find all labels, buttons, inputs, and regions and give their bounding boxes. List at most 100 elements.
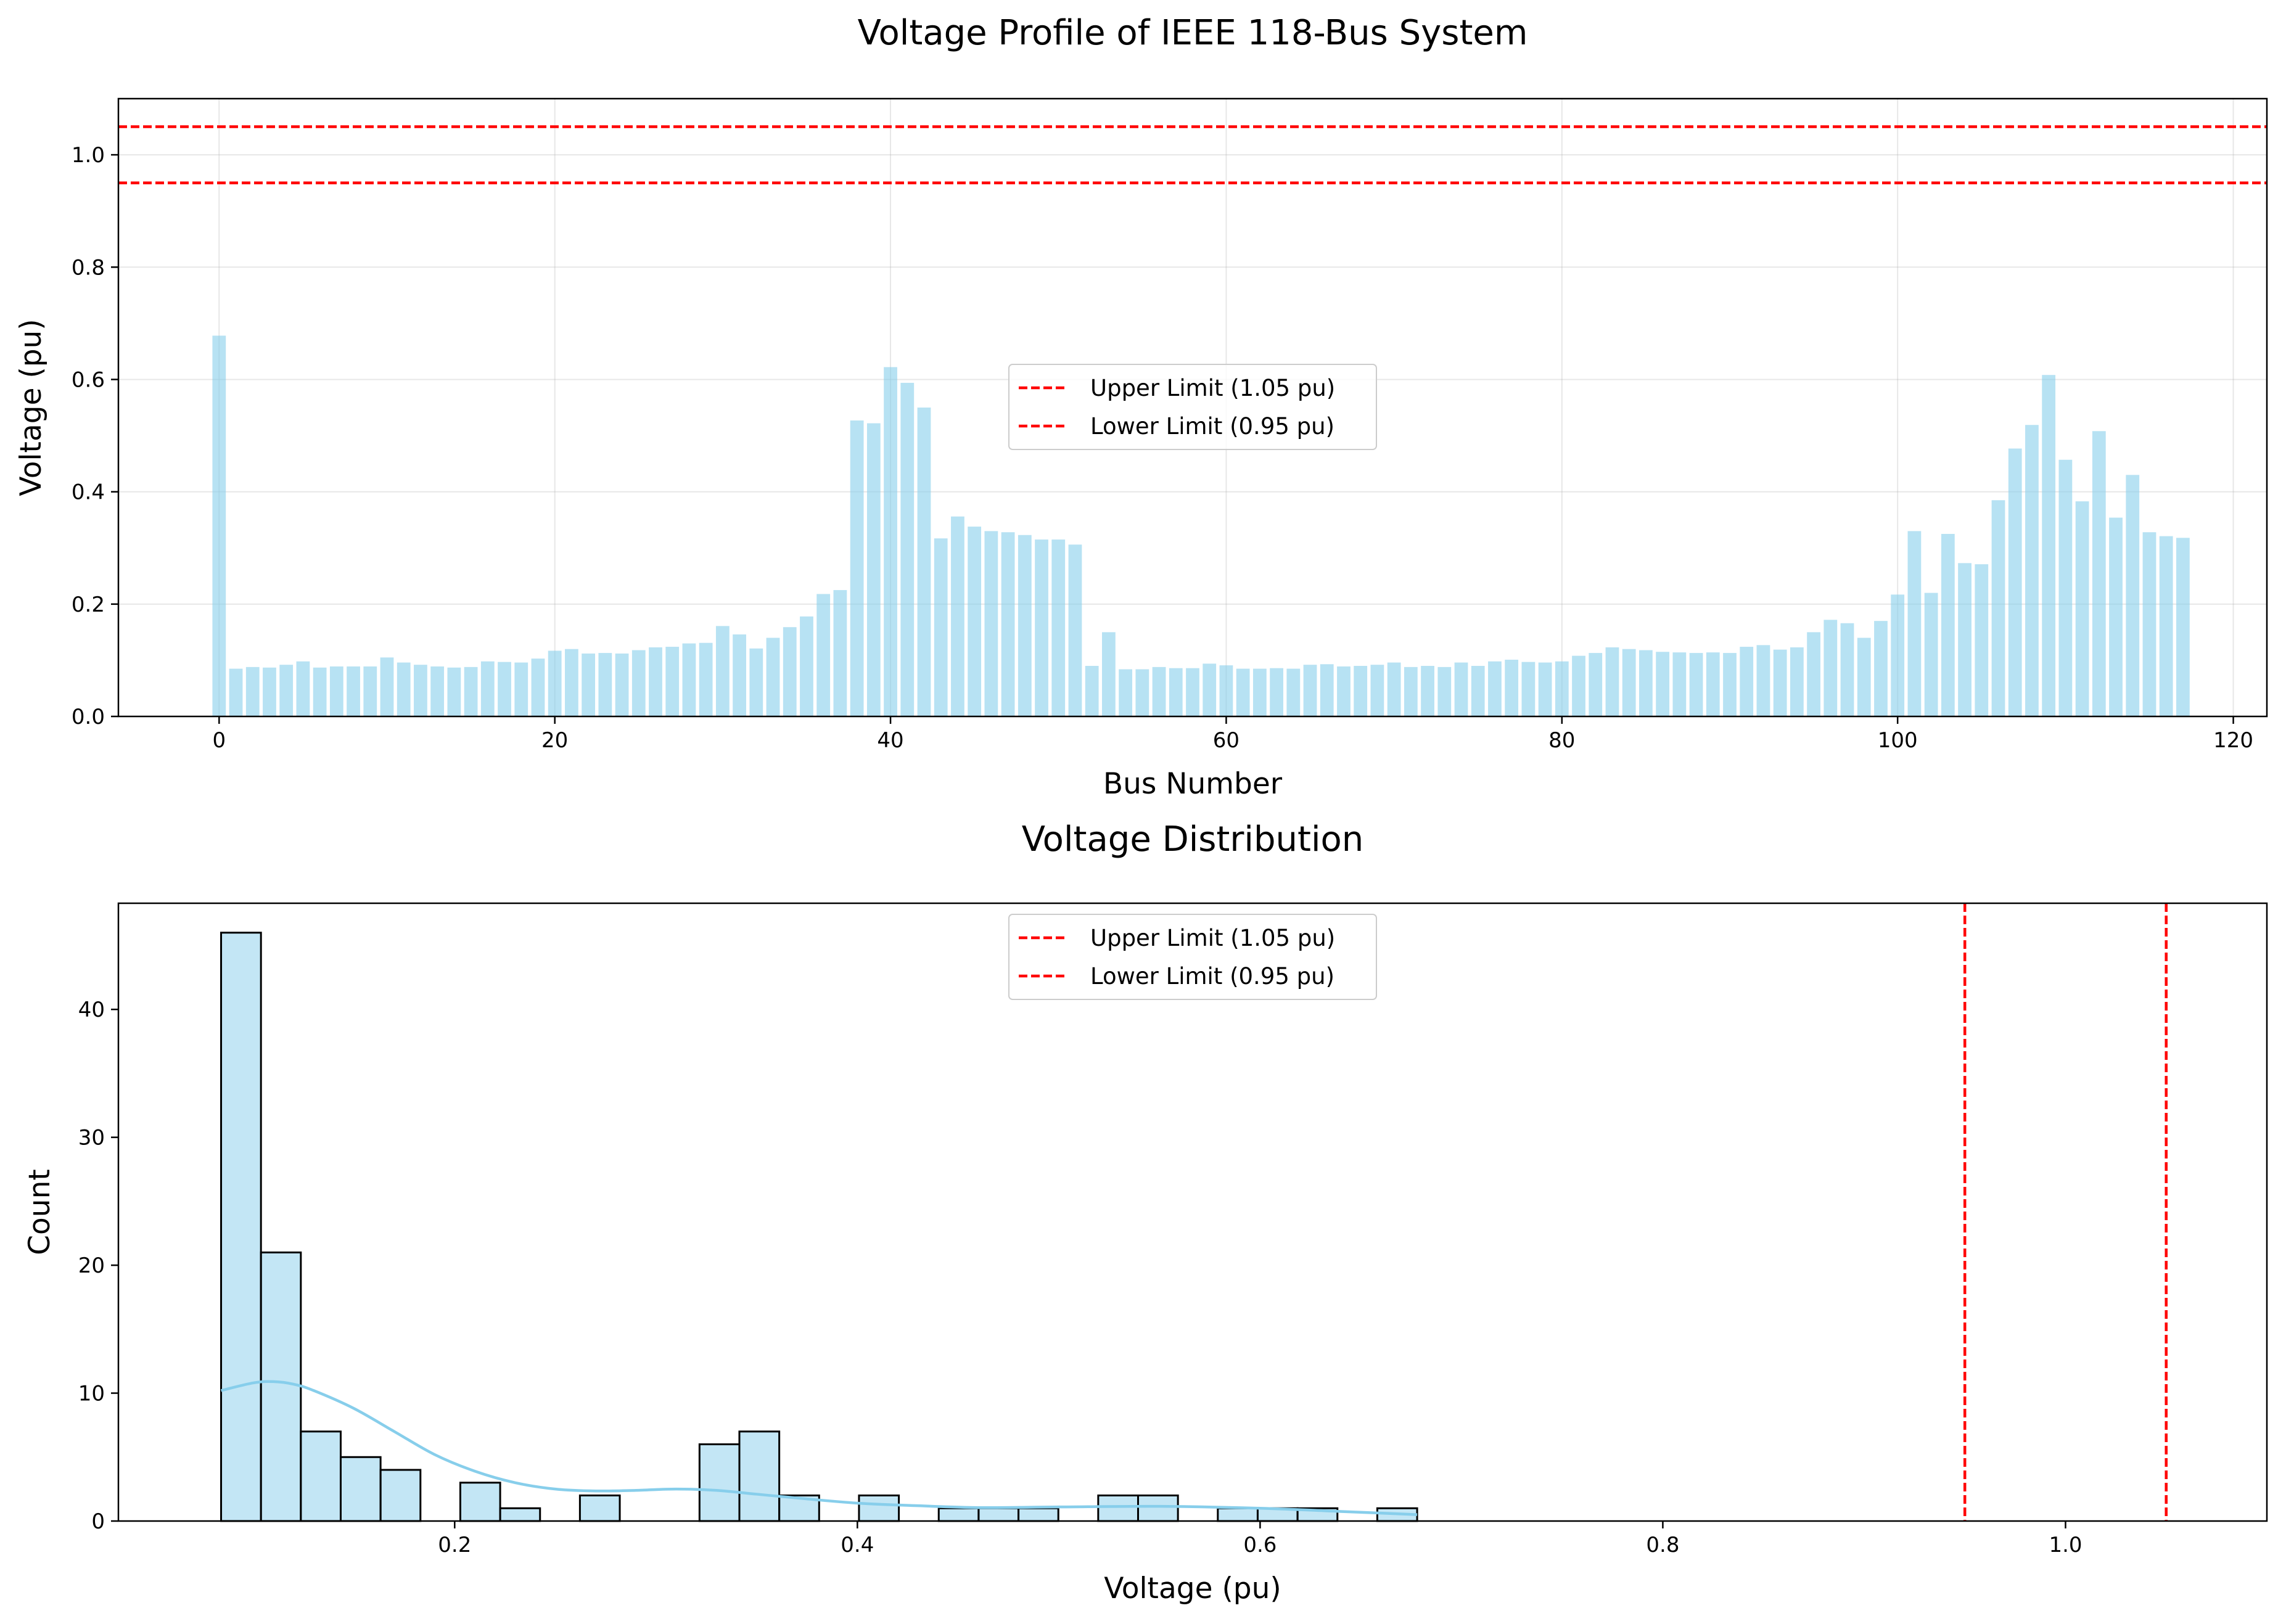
voltage-bar	[649, 647, 662, 716]
histogram-bin	[1097, 1495, 1140, 1522]
voltage-bar	[1488, 661, 1502, 716]
voltage-bar	[800, 616, 813, 716]
voltage-bar	[2159, 536, 2173, 716]
voltage-bar	[1891, 594, 1905, 716]
voltage-bar	[733, 634, 746, 716]
voltage-bar	[1018, 535, 1032, 716]
voltage-bar	[1252, 668, 1267, 716]
bottom-x-axis-label: Voltage (pu)	[1104, 1572, 1281, 1606]
voltage-bar	[1840, 623, 1854, 716]
voltage-bar	[263, 667, 276, 716]
voltage-bar	[397, 662, 411, 716]
top-reference-lines	[118, 125, 2267, 184]
voltage-bar	[1337, 666, 1351, 716]
voltage-bar	[1807, 632, 1820, 716]
voltage-bar	[749, 648, 763, 716]
voltage-bar	[1756, 645, 1770, 716]
voltage-bar	[1572, 655, 1585, 716]
voltage-bar	[917, 408, 931, 716]
top-y-tick-label: 0.2	[72, 593, 105, 617]
voltage-bar	[1790, 647, 1804, 716]
top-x-tick-label: 100	[1878, 728, 1918, 753]
voltage-bar	[548, 650, 562, 716]
voltage-bar	[245, 666, 260, 716]
voltage-bar	[1605, 647, 1619, 716]
voltage-bar	[968, 527, 982, 716]
voltage-bar	[347, 666, 360, 716]
top-legend-box	[1008, 364, 1377, 450]
bottom-x-tick-label: 1.0	[2049, 1533, 2082, 1557]
voltage-bar	[1102, 632, 1116, 716]
histogram-bin	[698, 1443, 741, 1522]
voltage-bar	[1589, 653, 1603, 716]
top-x-tick-label: 80	[1548, 728, 1575, 753]
bottom-x-ticks: 0.2 0.4 0.6 0.8 1.0	[438, 1521, 2082, 1557]
voltage-bar	[884, 367, 897, 716]
bottom-y-tick-label: 20	[78, 1253, 105, 1278]
voltage-bar	[1186, 668, 1199, 716]
voltage-bar	[1085, 666, 1099, 716]
bottom-y-tick-label: 10	[78, 1382, 105, 1406]
histogram-bin	[578, 1495, 621, 1522]
top-x-tick-label: 120	[2213, 728, 2253, 753]
bottom-y-tick-label: 30	[78, 1126, 105, 1150]
voltage-bar	[934, 538, 948, 716]
histogram-bins	[220, 932, 1418, 1522]
voltage-bar	[531, 658, 545, 716]
histogram-bin	[300, 1430, 342, 1522]
bottom-legend-entry-lower: Lower Limit (0.95 pu)	[1090, 963, 1334, 990]
voltage-bar	[866, 423, 881, 716]
bottom-y-tick-label: 40	[78, 998, 105, 1022]
bottom-y-axis-label: Count	[23, 1169, 57, 1255]
voltage-bar	[1387, 662, 1401, 716]
voltage-bar	[1874, 621, 1888, 716]
histogram-bin	[1217, 1507, 1259, 1522]
voltage-bar	[380, 657, 394, 716]
top-x-tick-label: 60	[1213, 728, 1240, 753]
top-y-tick-label: 0.4	[72, 480, 105, 505]
voltage-bar	[1068, 544, 1082, 716]
voltage-bar	[480, 661, 495, 716]
voltage-bar	[699, 642, 713, 716]
bottom-chart-title: Voltage Distribution	[1022, 819, 1364, 859]
voltage-bar	[363, 666, 377, 716]
voltage-bar	[1404, 666, 1418, 716]
voltage-bar	[1958, 563, 1971, 716]
voltage-bar	[1622, 649, 1636, 716]
voltage-bar	[1639, 650, 1653, 716]
voltage-bar	[1907, 531, 1922, 716]
histogram-bin	[858, 1495, 900, 1522]
voltage-bar	[1773, 649, 1787, 716]
voltage-bar	[1471, 666, 1485, 716]
figure-suptitle: Voltage Profile of IEEE 118-Bus System	[858, 13, 1528, 53]
voltage-bar	[715, 626, 730, 716]
bottom-x-tick-label: 0.2	[438, 1533, 471, 1557]
histogram-bin	[499, 1507, 541, 1522]
histogram-bin	[220, 932, 262, 1522]
voltage-bar	[447, 667, 461, 716]
voltage-bar	[1203, 663, 1217, 716]
bottom-x-tick-label: 0.8	[1646, 1533, 1679, 1557]
voltage-bar	[1740, 647, 1754, 716]
top-y-tick-label: 0.6	[72, 367, 105, 392]
bottom-reference-lines	[1963, 903, 2168, 1521]
voltage-bar	[1270, 668, 1283, 716]
voltage-bar	[850, 420, 864, 716]
voltage-bar	[430, 666, 445, 716]
top-x-tick-label: 0	[212, 728, 226, 753]
voltage-bar	[816, 594, 831, 716]
voltage-bar	[2042, 375, 2056, 716]
voltage-bar	[951, 516, 964, 716]
voltage-bar	[1354, 666, 1368, 716]
top-legend-entry-lower: Lower Limit (0.95 pu)	[1090, 413, 1334, 440]
histogram-bin	[977, 1507, 1020, 1522]
voltage-bar	[2025, 425, 2039, 716]
voltage-bar	[833, 590, 847, 716]
voltage-bar	[329, 666, 343, 716]
bottom-y-ticks: 0 10 20 30 40	[78, 998, 118, 1534]
voltage-bar	[766, 638, 780, 716]
voltage-bar	[1555, 661, 1569, 716]
voltage-bar	[2058, 459, 2073, 716]
histogram-bin	[260, 1251, 302, 1522]
top-axes-frame	[117, 97, 2268, 718]
